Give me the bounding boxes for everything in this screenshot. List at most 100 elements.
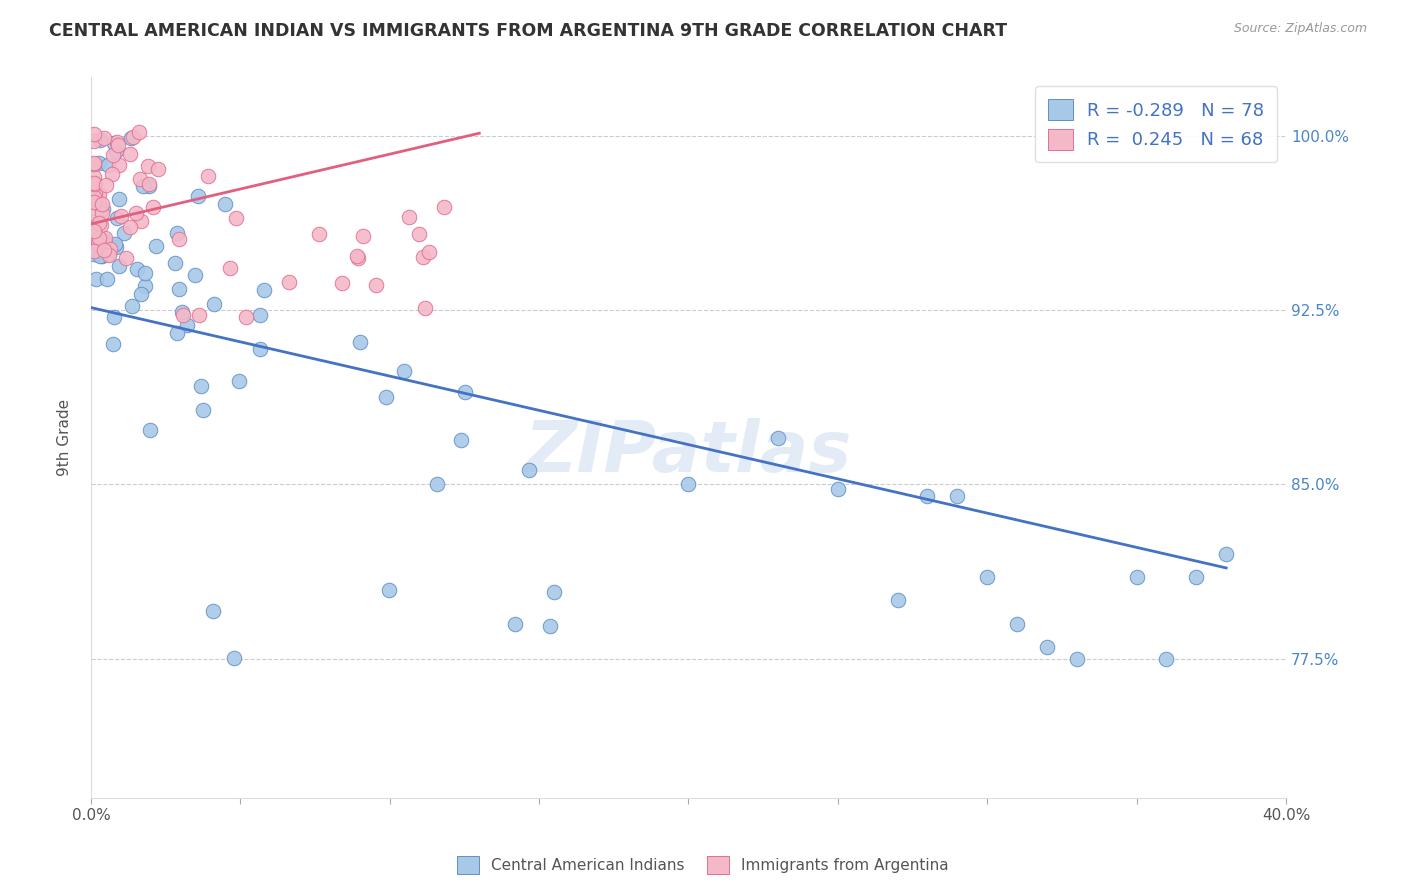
Point bbox=[222, 651, 245, 665]
Point bbox=[202, 604, 225, 618]
Point bbox=[94, 231, 117, 245]
Point bbox=[90, 205, 112, 219]
Point bbox=[976, 570, 998, 584]
Point bbox=[93, 131, 115, 145]
Point bbox=[886, 593, 908, 607]
Point bbox=[349, 334, 371, 349]
Point bbox=[392, 364, 415, 378]
Point bbox=[93, 243, 115, 257]
Point bbox=[107, 137, 129, 152]
Point bbox=[84, 229, 107, 244]
Point bbox=[84, 207, 107, 221]
Point bbox=[108, 192, 131, 206]
Point bbox=[197, 169, 219, 184]
Point bbox=[129, 214, 152, 228]
Point bbox=[375, 391, 398, 405]
Point bbox=[120, 131, 142, 145]
Y-axis label: 9th Grade: 9th Grade bbox=[58, 400, 72, 476]
Point bbox=[84, 235, 107, 250]
Point bbox=[166, 226, 188, 240]
Point bbox=[115, 251, 138, 265]
Point bbox=[503, 617, 526, 632]
Point bbox=[87, 187, 110, 202]
Point bbox=[103, 148, 125, 162]
Point bbox=[453, 385, 475, 400]
Point bbox=[418, 244, 440, 259]
Point bbox=[112, 226, 135, 240]
Point bbox=[125, 262, 148, 277]
Legend: Central American Indians, Immigrants from Argentina: Central American Indians, Immigrants fro… bbox=[451, 850, 955, 880]
Point bbox=[89, 133, 111, 147]
Point bbox=[1215, 547, 1237, 561]
Point bbox=[91, 249, 114, 263]
Point bbox=[98, 242, 121, 256]
Point bbox=[83, 177, 105, 191]
Point bbox=[93, 234, 115, 248]
Point bbox=[97, 248, 120, 262]
Point bbox=[142, 200, 165, 214]
Point bbox=[138, 179, 160, 194]
Point bbox=[172, 309, 194, 323]
Point bbox=[104, 236, 127, 251]
Point bbox=[83, 215, 105, 229]
Point bbox=[121, 299, 143, 313]
Point bbox=[132, 179, 155, 194]
Point bbox=[89, 249, 111, 263]
Point bbox=[87, 231, 110, 245]
Point bbox=[90, 219, 112, 233]
Point bbox=[252, 283, 274, 297]
Point bbox=[83, 128, 105, 142]
Point bbox=[176, 318, 198, 332]
Point bbox=[1066, 651, 1088, 665]
Point bbox=[101, 167, 124, 181]
Point bbox=[543, 585, 565, 599]
Point bbox=[228, 375, 250, 389]
Point bbox=[84, 271, 107, 285]
Point bbox=[538, 618, 561, 632]
Point bbox=[90, 197, 112, 211]
Point bbox=[107, 259, 129, 273]
Point bbox=[107, 211, 129, 225]
Point bbox=[766, 431, 789, 445]
Point bbox=[167, 232, 190, 246]
Point bbox=[138, 178, 160, 192]
Text: ZIPatlas: ZIPatlas bbox=[524, 417, 852, 487]
Point bbox=[172, 305, 194, 319]
Point bbox=[346, 252, 368, 266]
Point bbox=[89, 156, 111, 170]
Point bbox=[917, 489, 939, 503]
Point bbox=[678, 477, 700, 491]
Point bbox=[946, 489, 969, 503]
Point bbox=[136, 159, 159, 173]
Point bbox=[352, 229, 374, 244]
Point bbox=[184, 268, 207, 282]
Point bbox=[214, 197, 236, 211]
Point bbox=[166, 326, 188, 341]
Point bbox=[84, 186, 107, 200]
Point bbox=[86, 236, 108, 251]
Text: CENTRAL AMERICAN INDIAN VS IMMIGRANTS FROM ARGENTINA 9TH GRADE CORRELATION CHART: CENTRAL AMERICAN INDIAN VS IMMIGRANTS FR… bbox=[49, 22, 1007, 40]
Point bbox=[1125, 570, 1147, 584]
Point bbox=[97, 158, 120, 172]
Point bbox=[1036, 640, 1059, 654]
Point bbox=[108, 158, 131, 172]
Point bbox=[249, 308, 271, 322]
Point bbox=[433, 200, 456, 214]
Point bbox=[129, 287, 152, 301]
Point bbox=[129, 172, 152, 186]
Point bbox=[346, 249, 368, 263]
Point bbox=[104, 239, 127, 253]
Point bbox=[83, 157, 105, 171]
Point bbox=[97, 247, 120, 261]
Point bbox=[134, 266, 156, 280]
Point bbox=[225, 211, 247, 225]
Point bbox=[128, 125, 150, 139]
Point bbox=[87, 216, 110, 230]
Point bbox=[83, 184, 105, 198]
Text: Source: ZipAtlas.com: Source: ZipAtlas.com bbox=[1233, 22, 1367, 36]
Point bbox=[190, 379, 212, 393]
Point bbox=[83, 178, 105, 192]
Point bbox=[87, 196, 110, 211]
Point bbox=[145, 239, 167, 253]
Point bbox=[103, 136, 125, 150]
